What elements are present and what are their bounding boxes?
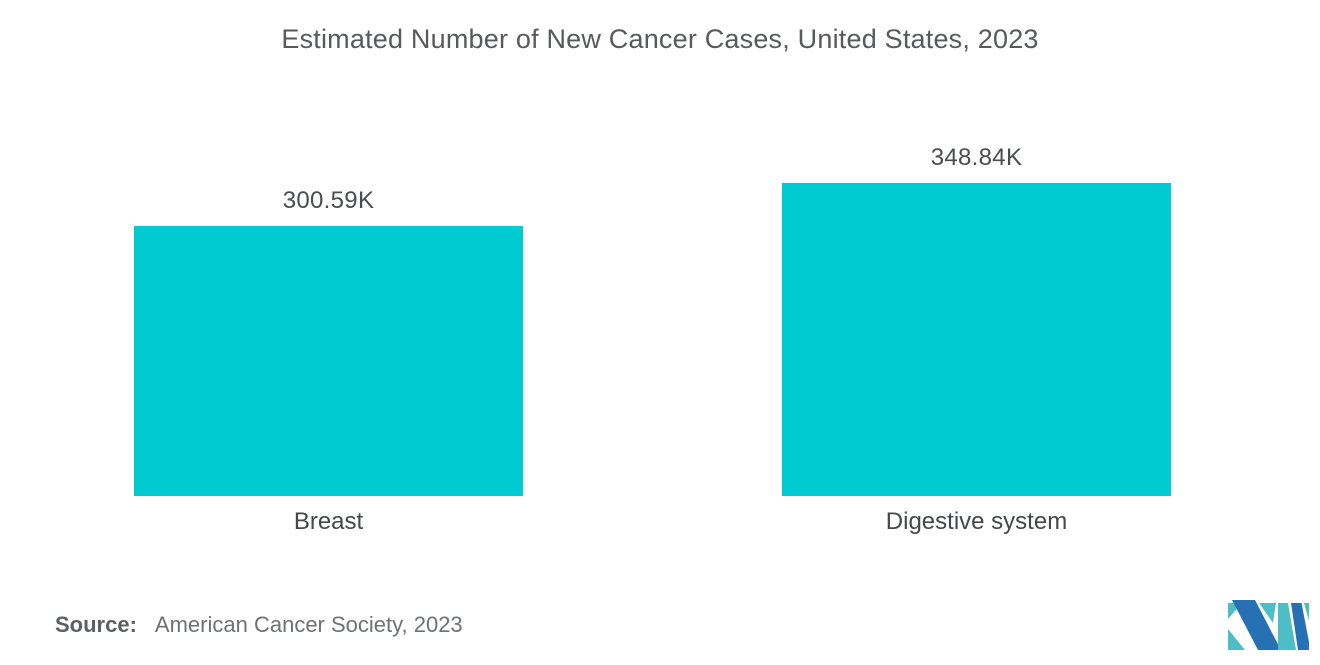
chart-title: Estimated Number of New Cancer Cases, Un… — [281, 24, 1039, 54]
category-label-digestive-system: Digestive system — [885, 508, 1068, 535]
bar-value-label: 348.84K — [930, 144, 1023, 171]
bar-breast — [134, 226, 523, 496]
source-row: Source: American Cancer Society, 2023 — [55, 612, 463, 638]
source-text: American Cancer Society, 2023 — [154, 612, 463, 637]
logo-bar-icon — [1278, 603, 1296, 650]
logo-triangle-icon — [1228, 629, 1245, 650]
logo-diagonal-icon — [1291, 603, 1309, 650]
logo-triangle-icon — [1304, 603, 1309, 621]
source-label: Source: — [55, 612, 137, 637]
mordor-intelligence-logo — [1228, 600, 1309, 650]
bar-group-breast: 300.59K — [134, 187, 523, 496]
bar-value-label: 300.59K — [282, 187, 375, 214]
bar-digestive-system — [782, 183, 1171, 496]
logo-triangle-icon — [1259, 603, 1276, 623]
logo-diagonal-icon — [1232, 600, 1281, 650]
bar-group-digestive-system: 348.84K — [782, 144, 1171, 496]
category-label-breast: Breast — [293, 508, 364, 535]
